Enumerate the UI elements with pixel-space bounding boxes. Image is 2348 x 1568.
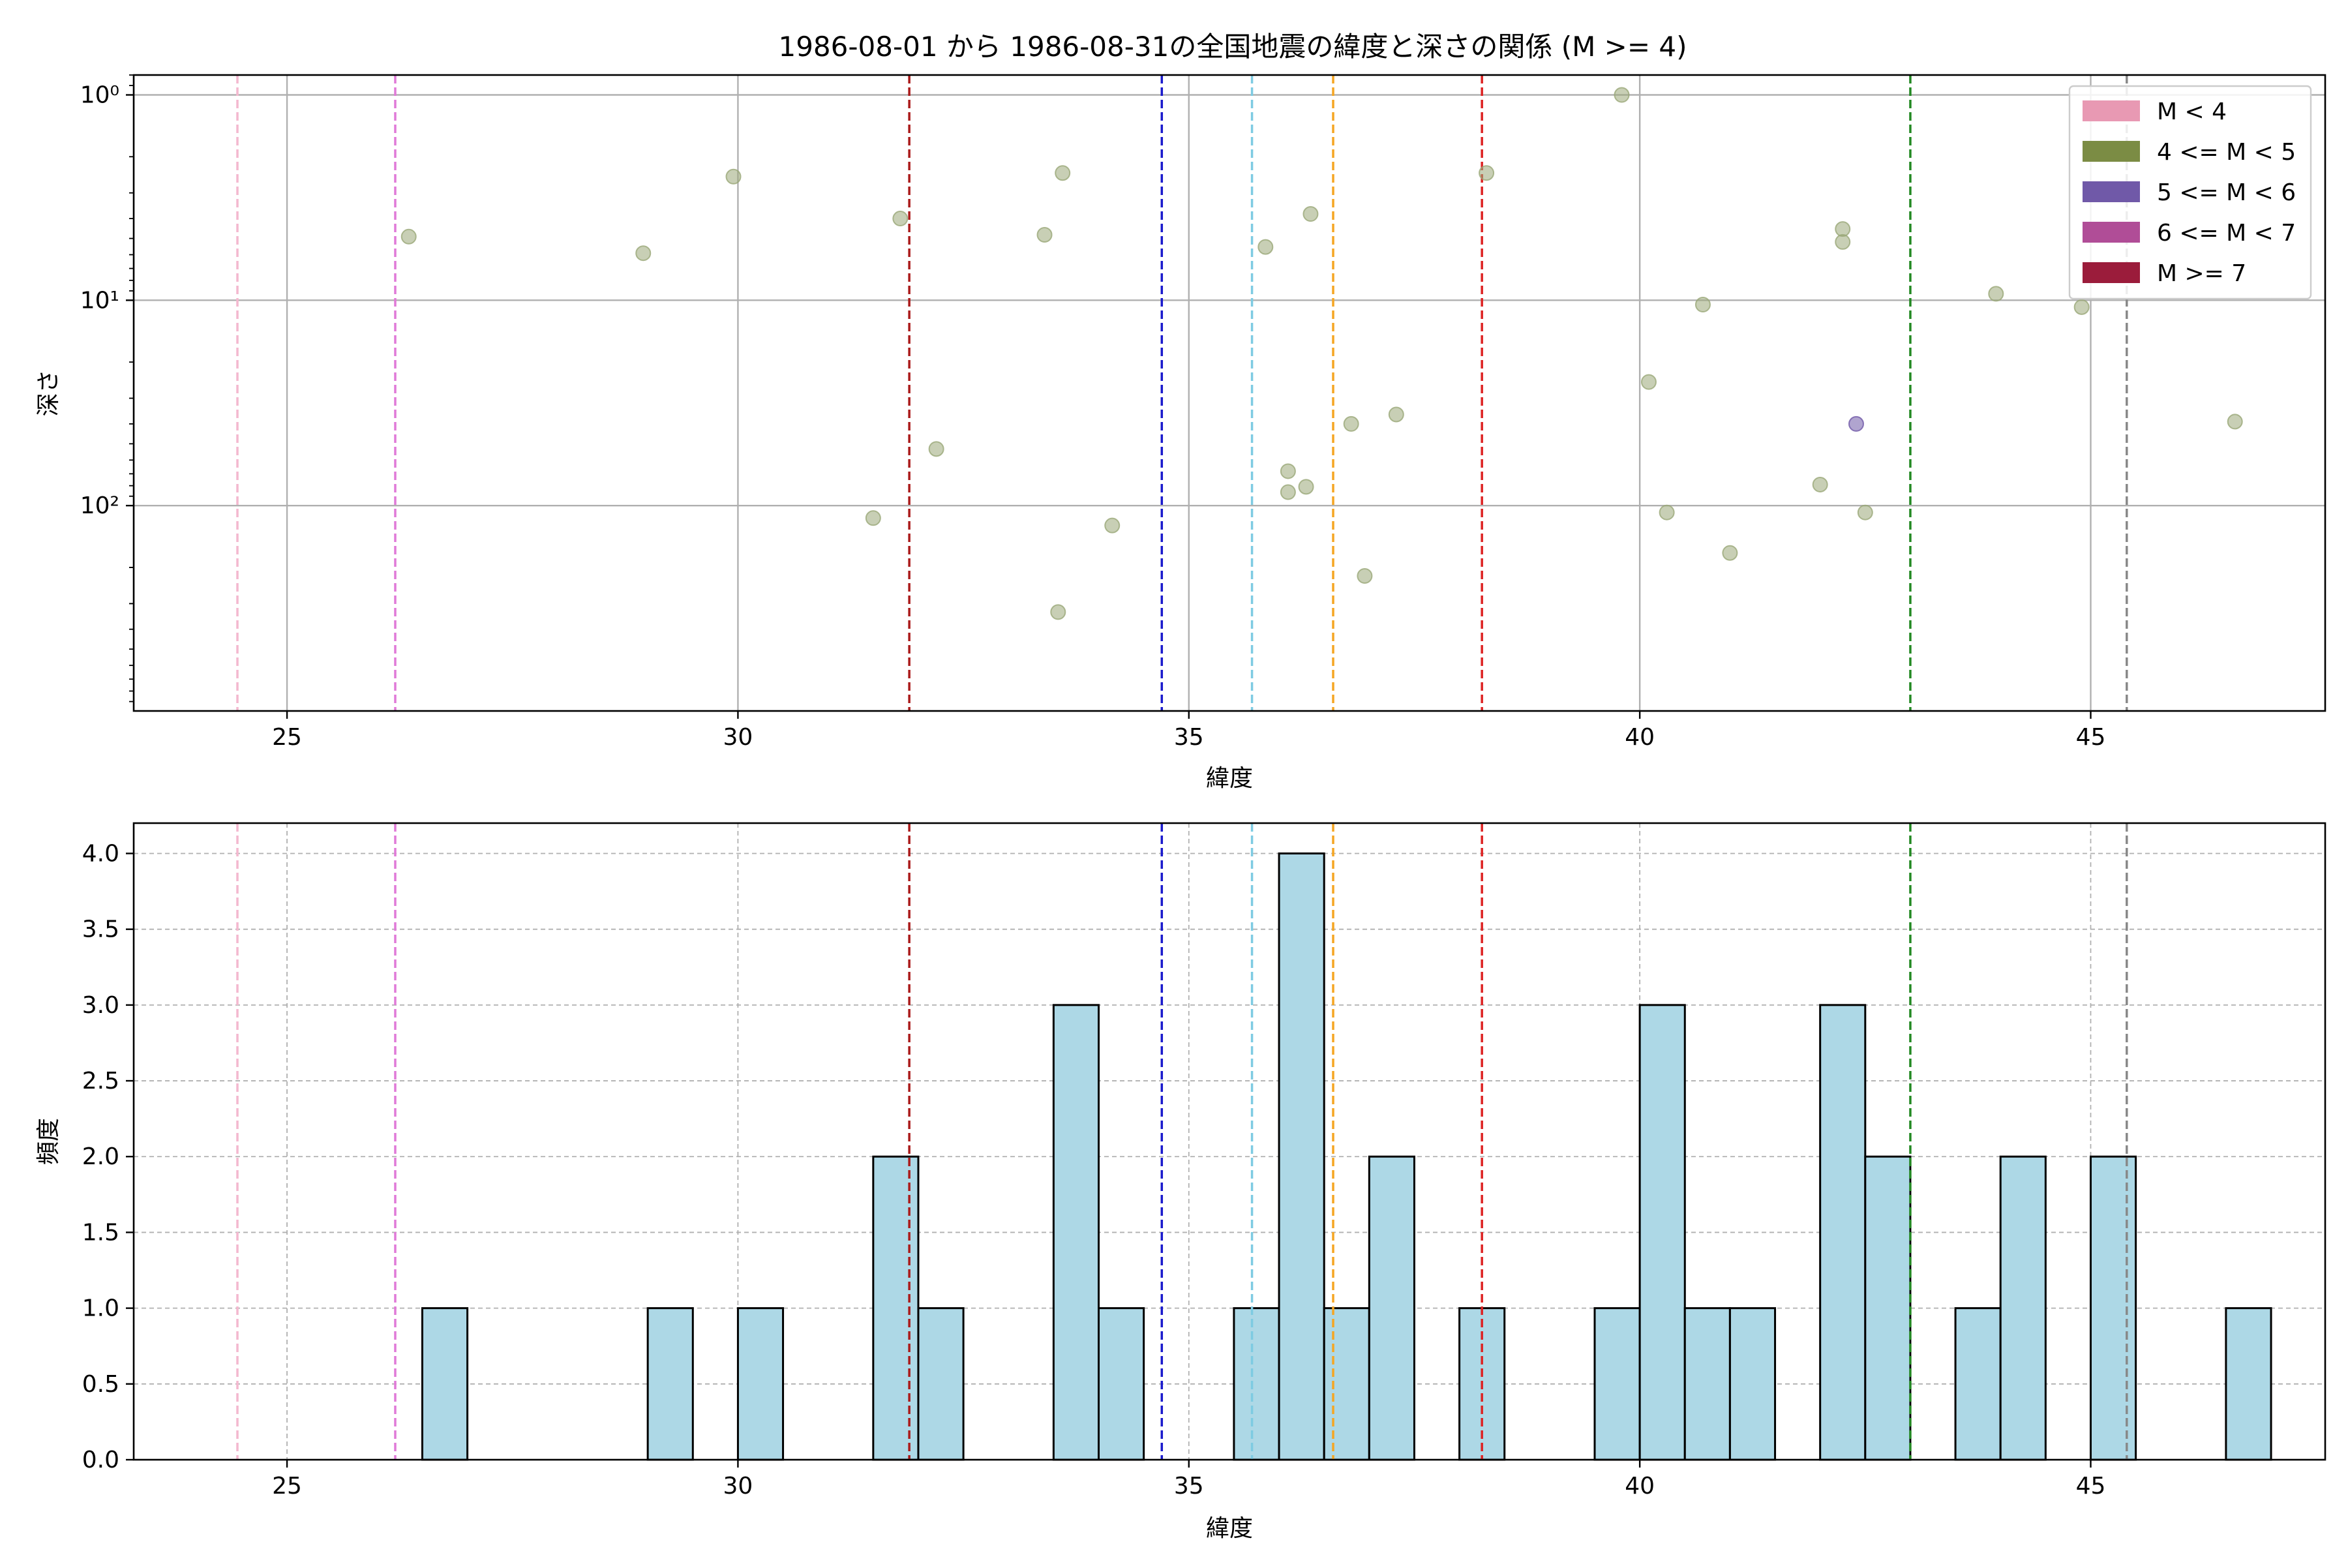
histogram-x-axis-label: 緯度 bbox=[1206, 1515, 1253, 1542]
scatter-point bbox=[1988, 286, 2004, 302]
legend-swatch bbox=[2083, 100, 2140, 121]
histogram-bar bbox=[646, 1307, 694, 1461]
histogram-y-tick-label: 3.0 bbox=[82, 992, 119, 1019]
scatter-point bbox=[1848, 415, 1864, 432]
histogram-x-tick-label: 30 bbox=[723, 1473, 753, 1500]
histogram-bar bbox=[1233, 1307, 1280, 1461]
histogram-chart: 25 30 35 40 45 0.0 0.5 1.0 1.5 2.0 2.5 3.0 3.5 4.0 緯度 頻… bbox=[35, 822, 2326, 1542]
scatter-point bbox=[725, 168, 742, 185]
scatter-point bbox=[1640, 374, 1657, 390]
scatter-y-tick-label: 10¹ bbox=[80, 287, 119, 314]
histogram-bar bbox=[2225, 1307, 2272, 1461]
scatter-point bbox=[1050, 604, 1066, 620]
scatter-point bbox=[1388, 406, 1404, 423]
histogram-x-tick-label: 40 bbox=[1625, 1473, 1655, 1500]
histogram-y-tick-label: 3.5 bbox=[82, 916, 119, 943]
scatter-y-tick-label: 10⁰ bbox=[80, 82, 119, 109]
histogram-y-tick-label: 1.5 bbox=[82, 1219, 119, 1246]
scatter-x-tick-label: 25 bbox=[272, 724, 302, 751]
histogram-bar bbox=[421, 1307, 469, 1461]
scatter-point bbox=[1257, 239, 1274, 255]
scatter-point bbox=[1104, 517, 1121, 534]
histogram-bar bbox=[1593, 1307, 1641, 1461]
scatter-point bbox=[1298, 479, 1314, 495]
histogram-x-tick-label: 45 bbox=[2076, 1473, 2106, 1500]
figure-title: 1986-08-01 から 1986-08-31の全国地震の緯度と深さの関係 (… bbox=[778, 31, 1687, 63]
scatter-point bbox=[1479, 165, 1495, 181]
scatter-point bbox=[1357, 567, 1373, 584]
scatter-point bbox=[1036, 226, 1053, 243]
scatter-point bbox=[1280, 463, 1296, 479]
legend-label: 6 <= M < 7 bbox=[2157, 220, 2296, 247]
histogram-bar bbox=[736, 1307, 785, 1461]
legend-label: M < 4 bbox=[2157, 98, 2227, 125]
legend-frame bbox=[2068, 85, 2312, 300]
histogram-bar bbox=[1819, 1004, 1867, 1461]
scatter-point bbox=[635, 245, 652, 262]
scatter-x-tick-label: 35 bbox=[1174, 724, 1204, 751]
histogram-bar bbox=[1052, 1004, 1100, 1461]
scatter-point bbox=[865, 510, 881, 526]
histogram-bar bbox=[1954, 1307, 2002, 1461]
scatter-point bbox=[1722, 545, 1738, 561]
scatter-point bbox=[1835, 221, 1851, 237]
legend-swatch bbox=[2083, 222, 2140, 243]
histogram-bar bbox=[1728, 1307, 1777, 1461]
scatter-x-axis-label: 緯度 bbox=[1206, 765, 1253, 792]
scatter-point bbox=[1659, 504, 1675, 520]
histogram-x-tick-label: 25 bbox=[272, 1473, 302, 1500]
histogram-bar bbox=[1278, 852, 1325, 1461]
scatter-x-tick-label: 30 bbox=[723, 724, 753, 751]
scatter-point bbox=[928, 441, 944, 457]
histogram-y-tick-label: 2.0 bbox=[82, 1143, 119, 1170]
histogram-y-tick-label: 0.5 bbox=[82, 1371, 119, 1398]
scatter-point bbox=[1614, 87, 1630, 103]
legend-swatch bbox=[2083, 262, 2140, 283]
scatter-x-tick-label: 40 bbox=[1625, 724, 1655, 751]
scatter-point bbox=[2073, 299, 2090, 315]
legend-label: M >= 7 bbox=[2157, 260, 2246, 287]
scatter-point bbox=[1812, 476, 1828, 492]
histogram-bar bbox=[1323, 1307, 1370, 1461]
histogram-bar bbox=[1098, 1307, 1145, 1461]
histogram-bar bbox=[1864, 1155, 1912, 1461]
scatter-point bbox=[1343, 415, 1359, 432]
histogram-x-tick-label: 35 bbox=[1174, 1473, 1204, 1500]
scatter-point bbox=[892, 211, 909, 227]
histogram-axes-frame bbox=[132, 822, 2326, 1461]
scatter-point bbox=[2227, 414, 2243, 430]
histogram-y-tick-label: 4.0 bbox=[82, 840, 119, 867]
scatter-y-tick-label: 10² bbox=[80, 492, 119, 519]
scatter-legend: M < 4 4 <= M < 5 5 <= M < 6 6 <= M < 7 M >= … bbox=[2068, 85, 2312, 300]
scatter-point bbox=[1835, 234, 1851, 250]
histogram-y-tick-label: 1.0 bbox=[82, 1295, 119, 1322]
histogram-bar bbox=[872, 1155, 920, 1461]
legend-label: 4 <= M < 5 bbox=[2157, 139, 2296, 166]
scatter-point bbox=[1857, 504, 1873, 520]
histogram-bar bbox=[2089, 1155, 2137, 1461]
histogram-y-axis-label: 頻度 bbox=[35, 1118, 62, 1165]
scatter-point bbox=[400, 228, 417, 245]
histogram-bar bbox=[917, 1307, 965, 1461]
histogram-y-tick-label: 0.0 bbox=[82, 1447, 119, 1473]
histogram-bar bbox=[1683, 1307, 1731, 1461]
histogram-bar bbox=[1638, 1004, 1686, 1461]
legend-swatch bbox=[2083, 141, 2140, 162]
histogram-bar bbox=[1999, 1155, 2047, 1461]
scatter-y-axis-label: 深さ bbox=[35, 369, 62, 416]
scatter-axes-frame bbox=[132, 74, 2326, 712]
scatter-x-tick-label: 45 bbox=[2076, 724, 2106, 751]
legend-swatch bbox=[2083, 181, 2140, 202]
histogram-bar bbox=[1368, 1155, 1415, 1461]
scatter-point bbox=[1302, 206, 1319, 222]
scatter-point bbox=[1055, 165, 1071, 181]
legend-label: 5 <= M < 6 bbox=[2157, 179, 2296, 206]
scatter-point bbox=[1280, 484, 1296, 500]
histogram-y-tick-label: 2.5 bbox=[82, 1068, 119, 1094]
scatter-chart: 25 30 35 40 45 10⁰ 10¹ 10² 緯度 深さ M < 4 4 <= M < 5 5 … bbox=[35, 74, 2326, 792]
scatter-point bbox=[1694, 297, 1711, 313]
